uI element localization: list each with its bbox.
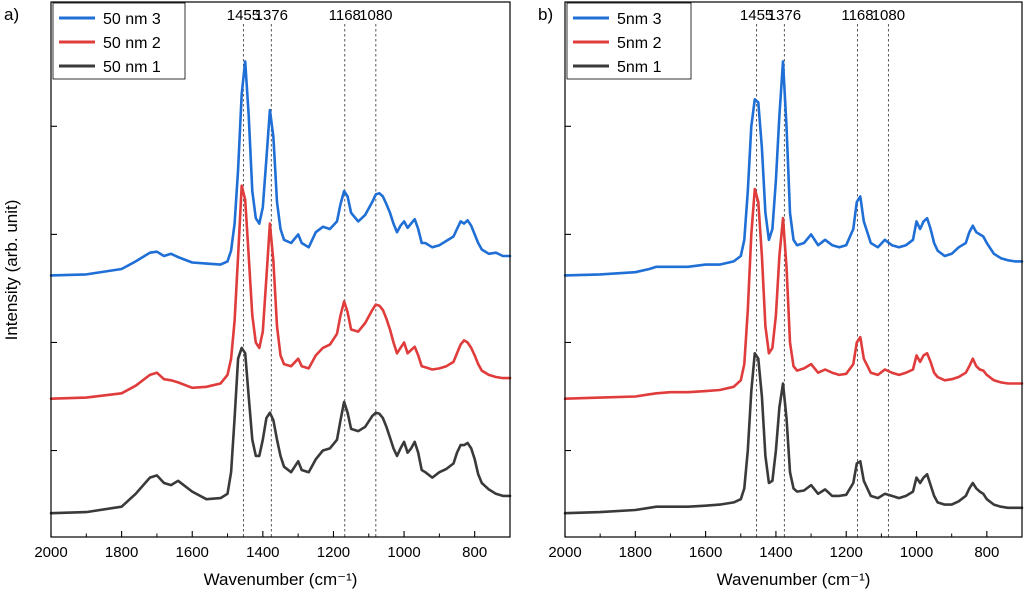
series-line-50-nm-2: [49, 184, 512, 401]
x-axis-label: Wavenumber (cm⁻¹): [204, 570, 358, 589]
legend-label: 5nm 3: [617, 11, 662, 28]
plot-frame: [50, 1, 511, 538]
plot-frame: [564, 1, 1023, 538]
peak-label-1080: 1080: [872, 7, 905, 24]
peak-label-1376: 1376: [768, 7, 801, 24]
peak-label-1168: 1168: [329, 7, 361, 24]
x-tick-label: 1800: [105, 544, 138, 561]
x-tick-label: 1400: [759, 544, 792, 561]
peak-label-1455: 1455: [227, 7, 260, 24]
x-tick-label: 1600: [176, 544, 209, 561]
x-tick-label: 1200: [830, 544, 863, 561]
series-line-5nm-3: [563, 60, 1024, 277]
x-axis-label: Wavenumber (cm⁻¹): [717, 570, 871, 589]
legend-label: 50 nm 3: [103, 11, 161, 28]
x-tick-label: 1200: [317, 544, 350, 561]
x-tick-label: 2000: [548, 544, 581, 561]
x-tick-label: 800: [974, 544, 999, 561]
peak-label-1376: 1376: [255, 7, 288, 24]
x-tick-label: 800: [462, 544, 487, 561]
series-line-50-nm-3: [49, 60, 512, 277]
y-axis-label: Intensity (arb. unit): [2, 200, 21, 341]
peak-label-1455: 1455: [740, 7, 773, 24]
x-tick-label: 1400: [246, 544, 279, 561]
series-line-50-nm-1: [49, 346, 512, 515]
peak-label-1168: 1168: [841, 7, 873, 24]
legend-label: 50 nm 1: [103, 59, 161, 76]
panel-label: a): [4, 5, 19, 24]
legend-label: 5nm 2: [617, 35, 662, 52]
legend: 50 nm 3 50 nm 2 50 nm 1: [52, 2, 186, 80]
x-tick-label: 2000: [34, 544, 67, 561]
series-line-5nm-1: [563, 351, 1024, 515]
series-line-5nm-2: [563, 187, 1024, 401]
x-tick-label: 1000: [387, 544, 420, 561]
panel-label: b): [538, 5, 553, 24]
x-tick-label: 1600: [689, 544, 722, 561]
legend-label: 5nm 1: [617, 59, 662, 76]
peak-label-1080: 1080: [359, 7, 392, 24]
legend-label: 50 nm 2: [103, 35, 161, 52]
legend: 5nm 3 5nm 2 5nm 1: [566, 2, 692, 80]
x-tick-label: 1000: [900, 544, 933, 561]
x-tick-label: 1800: [619, 544, 652, 561]
